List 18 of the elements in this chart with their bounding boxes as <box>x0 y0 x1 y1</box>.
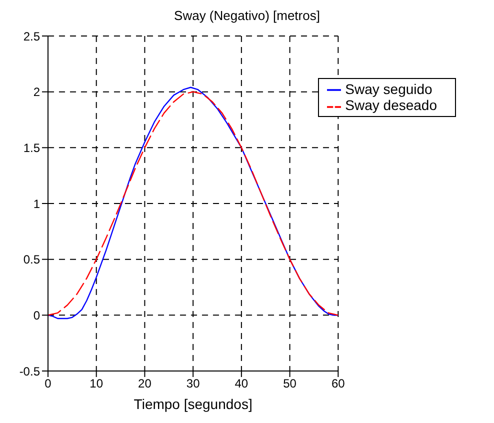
y-tick-label: 1 <box>33 196 40 211</box>
y-tick-label: 2.5 <box>23 29 40 44</box>
y-tick-label: 0.5 <box>23 252 40 267</box>
x-tick-label: 0 <box>44 376 52 391</box>
x-tick-label: 40 <box>234 376 248 391</box>
x-tick-label: 10 <box>90 376 104 391</box>
x-tick-label: 60 <box>331 376 346 391</box>
x-tick-label: 50 <box>283 376 297 391</box>
x-tick-label: 20 <box>138 376 152 391</box>
chart-title: Sway (Negativo) [metros] <box>173 8 321 25</box>
legend-label: Sway deseado <box>345 97 437 114</box>
x-axis-title: Tiempo [segundos] <box>134 396 252 412</box>
legend-label: Sway seguido <box>345 81 432 97</box>
x-tick-label: 30 <box>186 376 200 391</box>
y-tick-label: 1.5 <box>23 140 40 155</box>
y-tick-label: 2 <box>33 85 40 100</box>
y-tick-label: 0 <box>33 308 40 322</box>
y-tick-label: -0.5 <box>19 364 40 378</box>
